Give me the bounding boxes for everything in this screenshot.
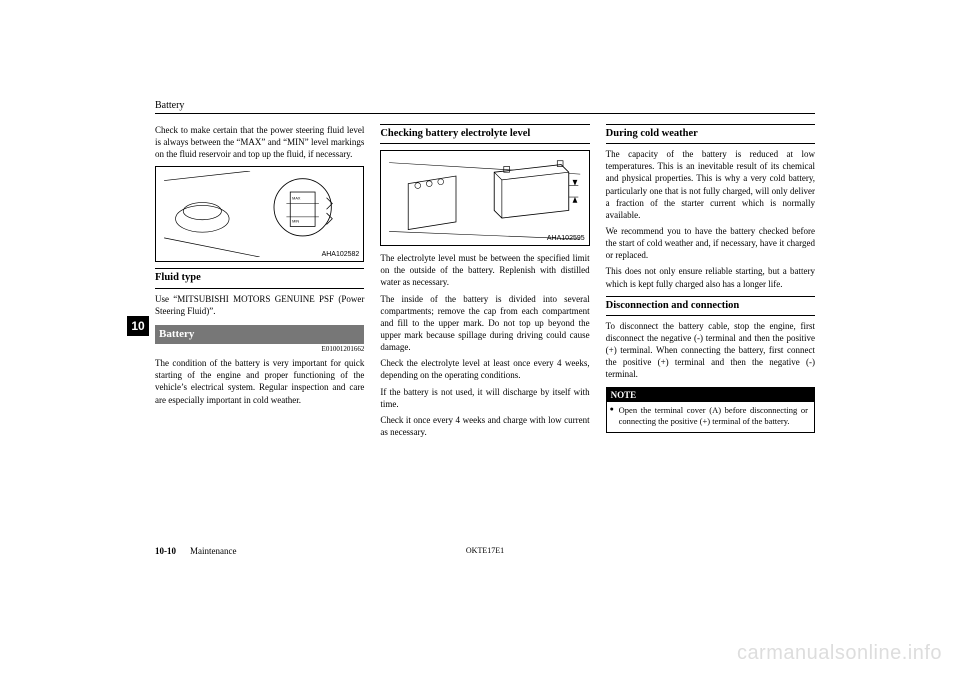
column-2: Checking battery electrolyte level (380, 124, 589, 442)
figure-caption: AHA102595 (547, 234, 585, 243)
figure-art (385, 155, 584, 241)
column-1: Check to make certain that the power ste… (155, 124, 364, 442)
header-rule (155, 113, 815, 114)
section-heading-battery: Battery (155, 325, 364, 344)
manual-page: Battery Check to make certain that the p… (155, 100, 815, 530)
para: We recommend you to have the battery che… (606, 225, 815, 261)
note-title: NOTE (607, 388, 814, 402)
content-columns: Check to make certain that the power ste… (155, 124, 815, 442)
subheading-cold-weather: During cold weather (606, 124, 815, 144)
watermark: carmanualsonline.info (737, 642, 942, 665)
note-box: NOTE Open the terminal cover (A) before … (606, 387, 815, 433)
figure-art: MAX MIN (160, 171, 359, 257)
section-code: E01001201662 (155, 345, 364, 354)
header-topic: Battery (155, 100, 815, 111)
page-footer: 10-10 Maintenance OKTE17E1 (155, 546, 815, 556)
svg-text:MAX: MAX (292, 197, 301, 201)
subheading-check-electrolyte: Checking battery electrolyte level (380, 124, 589, 144)
para: Check it once every 4 weeks and charge w… (380, 414, 589, 438)
column-3: During cold weather The capacity of the … (606, 124, 815, 442)
para: If the battery is not used, it will disc… (380, 386, 589, 410)
subheading-fluid-type: Fluid type (155, 268, 364, 288)
page-tab: 10 (127, 316, 149, 336)
subheading-disconnection: Disconnection and connection (606, 296, 815, 316)
para: Check the electrolyte level at least onc… (380, 357, 589, 381)
footer-code: OKTE17E1 (466, 546, 504, 555)
figure-battery: AHA102595 (380, 150, 589, 246)
para: The inside of the battery is divided int… (380, 293, 589, 354)
footer-section: Maintenance (190, 546, 236, 556)
para: Use “MITSUBISHI MOTORS GENUINE PSF (Powe… (155, 293, 364, 317)
para: This does not only ensure reliable start… (606, 265, 815, 289)
svg-text:MIN: MIN (292, 220, 299, 224)
para: The capacity of the battery is reduced a… (606, 148, 815, 221)
para: The electrolyte level must be between th… (380, 252, 589, 288)
note-body: Open the terminal cover (A) before disco… (607, 402, 814, 432)
figure-steering-fluid: MAX MIN AHA102582 (155, 166, 364, 262)
footer-page-number: 10-10 (155, 546, 176, 556)
para: To disconnect the battery cable, stop th… (606, 320, 815, 381)
figure-caption: AHA102582 (322, 250, 360, 259)
para: The condition of the battery is very imp… (155, 357, 364, 406)
para: Check to make certain that the power ste… (155, 124, 364, 160)
